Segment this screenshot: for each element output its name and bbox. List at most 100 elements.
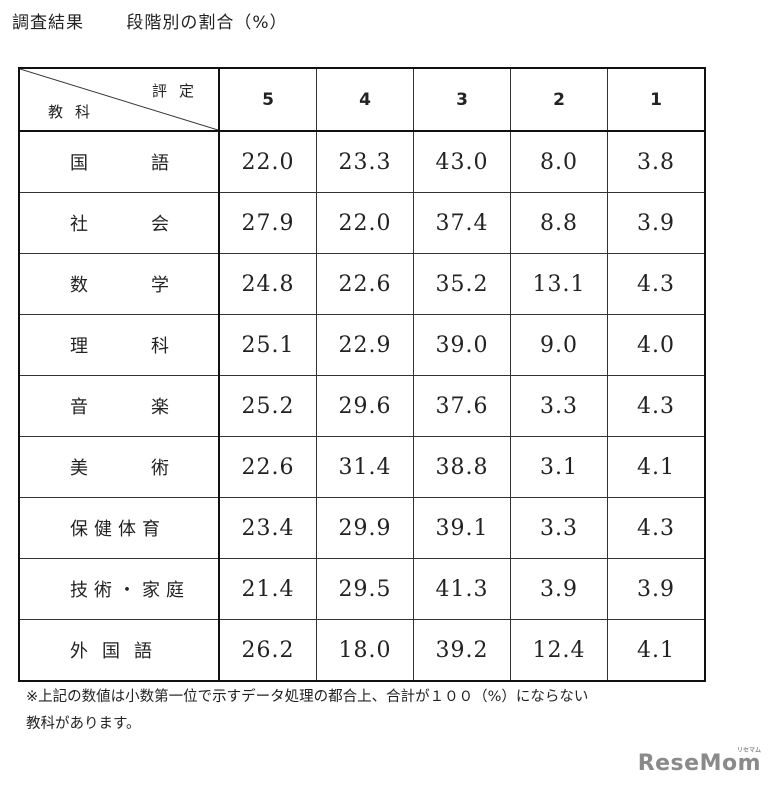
- value-cell: 3.8: [607, 130, 706, 193]
- column-header: 2: [510, 67, 608, 132]
- subject-label: 音楽: [70, 393, 170, 419]
- footnote: ※上記の数値は小数第一位で示すデータ処理の都合上、合計が１００（%）にならない …: [26, 684, 588, 738]
- value-cell: 39.2: [413, 619, 511, 682]
- value-cell: 3.3: [510, 497, 608, 559]
- corner-top-label: 評定: [151, 82, 206, 100]
- value-cell: 37.6: [413, 375, 511, 437]
- value-cell: 37.4: [413, 192, 511, 254]
- watermark-text: ReseMom: [637, 751, 761, 776]
- value-cell: 41.3: [413, 558, 511, 620]
- table-row: 保健体育 23.4 29.9 39.1 3.3 4.3: [18, 497, 706, 559]
- footnote-line: 教科があります。: [26, 716, 141, 732]
- table-row: 音楽 25.2 29.6 37.6 3.3 4.3: [18, 375, 706, 437]
- subject-cell: 技術・家庭: [18, 558, 220, 620]
- subject-char: 科: [151, 336, 170, 357]
- value-cell: 22.6: [316, 253, 414, 315]
- subject-label: 理科: [70, 332, 170, 358]
- value-cell: 22.9: [316, 314, 414, 376]
- value-cell: 3.9: [510, 558, 608, 620]
- value-cell: 12.4: [510, 619, 608, 682]
- subject-char: 術: [151, 458, 170, 479]
- page-subtitle: 段階別の割合（%）: [126, 13, 288, 33]
- value-cell: 3.3: [510, 375, 608, 437]
- diagonal-line: [20, 69, 218, 130]
- value-cell: 13.1: [510, 253, 608, 315]
- corner-header-cell: 評定 教科: [18, 67, 220, 132]
- subject-cell: 音楽: [18, 375, 220, 437]
- subject-cell: 理科: [18, 314, 220, 376]
- subject-label: 保健体育: [70, 519, 166, 540]
- value-cell: 3.1: [510, 436, 608, 498]
- value-cell: 22.0: [316, 192, 414, 254]
- subject-char: 理: [70, 336, 89, 357]
- value-cell: 25.1: [218, 314, 317, 376]
- subject-cell: 数学: [18, 253, 220, 315]
- grade-distribution-table: 評定 教科 5 4 3 2 1 国語 22.0 23.3 43.0 8.0 3.8 社会 27…: [18, 67, 706, 682]
- table-row: 美術 22.6 31.4 38.8 3.1 4.1: [18, 436, 706, 498]
- value-cell: 23.3: [316, 130, 414, 193]
- value-cell: 4.3: [607, 253, 706, 315]
- table-body: 国語 22.0 23.3 43.0 8.0 3.8 社会 27.9 22.0 37.4 8.8 3.9…: [18, 130, 706, 682]
- table-header-row: 評定 教科 5 4 3 2 1: [18, 67, 706, 132]
- value-cell: 26.2: [218, 619, 317, 682]
- subject-cell: 美術: [18, 436, 220, 498]
- value-cell: 8.8: [510, 192, 608, 254]
- subject-char: 美: [70, 458, 89, 479]
- table-row: 国語 22.0 23.3 43.0 8.0 3.8: [18, 130, 706, 193]
- subject-char: 楽: [151, 397, 170, 418]
- corner-bottom-label: 教科: [48, 103, 103, 121]
- column-header: 4: [316, 67, 414, 132]
- value-cell: 24.8: [218, 253, 317, 315]
- subject-cell: 保健体育: [18, 497, 220, 559]
- value-cell: 29.9: [316, 497, 414, 559]
- subject-char: 語: [151, 153, 170, 174]
- value-cell: 39.0: [413, 314, 511, 376]
- table-row: 技術・家庭 21.4 29.5 41.3 3.9 3.9: [18, 558, 706, 620]
- value-cell: 38.8: [413, 436, 511, 498]
- watermark-small-text: リセマム: [736, 747, 761, 754]
- table-row: 理科 25.1 22.9 39.0 9.0 4.0: [18, 314, 706, 376]
- value-cell: 4.0: [607, 314, 706, 376]
- subject-char: 会: [151, 214, 170, 235]
- value-cell: 29.6: [316, 375, 414, 437]
- value-cell: 23.4: [218, 497, 317, 559]
- subject-char: 音: [70, 397, 89, 418]
- watermark-logo: ReseMom リセマム: [637, 747, 761, 776]
- subject-char: 数: [70, 275, 89, 296]
- column-header: 1: [607, 67, 706, 132]
- value-cell: 4.1: [607, 619, 706, 682]
- subject-label: 国語: [70, 149, 170, 175]
- value-cell: 35.2: [413, 253, 511, 315]
- footnote-line: ※上記の数値は小数第一位で示すデータ処理の都合上、合計が１００（%）にならない: [26, 689, 589, 705]
- column-header: 3: [413, 67, 511, 132]
- subject-label: 社会: [70, 210, 170, 236]
- value-cell: 4.3: [607, 375, 706, 437]
- subject-cell: 社会: [18, 192, 220, 254]
- subject-char: 学: [151, 275, 170, 296]
- column-header: 5: [218, 67, 317, 132]
- subject-char: 国: [70, 153, 89, 174]
- value-cell: 27.9: [218, 192, 317, 254]
- value-cell: 4.1: [607, 436, 706, 498]
- table-row: 数学 24.8 22.6 35.2 13.1 4.3: [18, 253, 706, 315]
- value-cell: 21.4: [218, 558, 317, 620]
- value-cell: 22.6: [218, 436, 317, 498]
- subject-label: 美術: [70, 454, 170, 480]
- subject-cell: 外国語: [18, 619, 220, 682]
- page-header: 調査結果 段階別の割合（%）: [12, 8, 288, 33]
- value-cell: 22.0: [218, 130, 317, 193]
- value-cell: 8.0: [510, 130, 608, 193]
- table-row: 外国語 26.2 18.0 39.2 12.4 4.1: [18, 619, 706, 682]
- subject-cell: 国語: [18, 130, 220, 193]
- page-title: 調査結果: [12, 13, 84, 33]
- value-cell: 39.1: [413, 497, 511, 559]
- value-cell: 29.5: [316, 558, 414, 620]
- subject-label: 数学: [70, 271, 170, 297]
- value-cell: 4.3: [607, 497, 706, 559]
- value-cell: 25.2: [218, 375, 317, 437]
- value-cell: 3.9: [607, 192, 706, 254]
- value-cell: 18.0: [316, 619, 414, 682]
- value-cell: 43.0: [413, 130, 511, 193]
- table-row: 社会 27.9 22.0 37.4 8.8 3.9: [18, 192, 706, 254]
- subject-label: 外国語: [70, 641, 166, 662]
